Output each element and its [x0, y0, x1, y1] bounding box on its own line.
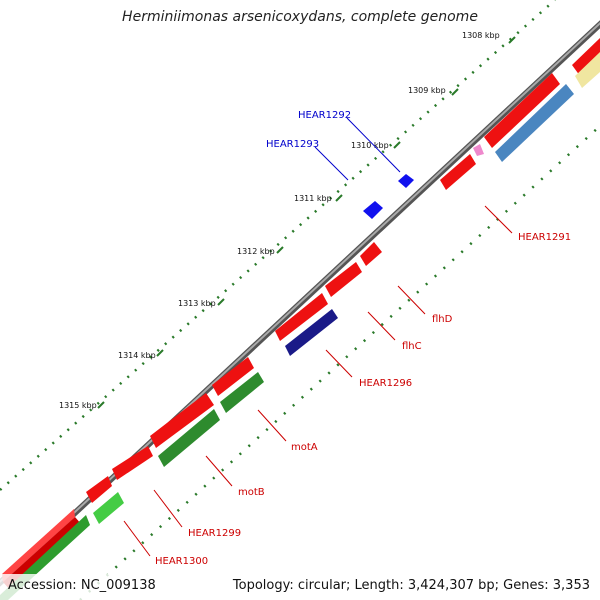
- accession-text: Accession: NC_009138: [8, 578, 156, 593]
- scale-ticks: [97, 36, 516, 409]
- gene-arrow-blue[interactable]: [495, 84, 574, 162]
- inner-track: [2, 38, 600, 590]
- gene-label-hear1296[interactable]: HEAR1296: [359, 378, 412, 389]
- second-track: [0, 52, 600, 600]
- gene-arrow[interactable]: [572, 38, 600, 76]
- topology-text: Topology: circular; Length: 3,424,307 bp…: [232, 578, 590, 593]
- gene-label-hear1299[interactable]: HEAR1299: [188, 528, 241, 539]
- gene-arrow-hear1293[interactable]: [363, 201, 383, 219]
- kbp-scale: 1308 kbp 1309 kbp 1310 kbp 1311 kbp 1312…: [59, 31, 500, 410]
- gene-arrow-flhc[interactable]: [325, 262, 362, 297]
- footer-bar: Accession: NC_009138 Topology: circular;…: [0, 574, 600, 600]
- gene-arrow-hear1296[interactable]: [275, 293, 328, 341]
- kbp-tick-label: 1309 kbp: [408, 86, 446, 95]
- gene-arrow-hear1299[interactable]: [86, 476, 112, 503]
- gene-arrow[interactable]: [484, 73, 560, 148]
- gene-label-hear1291[interactable]: HEAR1291: [518, 232, 571, 243]
- kbp-tick-label: 1311 kbp: [294, 194, 332, 203]
- gene-arrow-motb-green[interactable]: [158, 409, 220, 467]
- gene-arrow[interactable]: [3, 517, 82, 590]
- kbp-tick-label: 1314 kbp: [118, 351, 156, 360]
- label-leader-lines: [123, 117, 513, 557]
- kbp-tick-label: 1310 kbp: [351, 141, 389, 150]
- gene-arrow-motb[interactable]: [112, 446, 153, 480]
- gene-label-hear1292[interactable]: HEAR1292: [298, 110, 351, 121]
- gene-arrow-mota[interactable]: [150, 393, 214, 448]
- gene-arrow-yellow[interactable]: [575, 52, 600, 88]
- gene-arrow-hear1292[interactable]: [398, 174, 414, 188]
- outer-dotted-track: [0, 0, 556, 491]
- kbp-tick-label: 1308 kbp: [462, 31, 500, 40]
- gene-arrow-mota-green[interactable]: [220, 372, 264, 413]
- gene-label-flhd[interactable]: flhD: [432, 314, 453, 325]
- gene-arrow-pink[interactable]: [473, 144, 484, 156]
- kbp-tick-label: 1312 kbp: [237, 247, 275, 256]
- gene-arrow-mota-2[interactable]: [212, 357, 254, 396]
- gene-arrow-shade: [2, 509, 75, 582]
- gene-label-hear1300[interactable]: HEAR1300: [155, 556, 208, 567]
- map-title: Herminiimonas arsenicoxydans, complete g…: [122, 9, 478, 25]
- gene-arrow-flhd[interactable]: [360, 242, 382, 266]
- gene-label-motb[interactable]: motB: [238, 487, 265, 498]
- genome-backbone-highlight: [0, 21, 600, 584]
- gene-labels: HEAR1292 HEAR1293 HEAR1291 flhD flhC HEA…: [155, 110, 571, 567]
- gene-label-flhc[interactable]: flhC: [402, 341, 422, 352]
- gene-arrow-navy[interactable]: [285, 309, 338, 356]
- gene-arrow-hear1291[interactable]: [440, 154, 476, 190]
- gene-label-hear1293[interactable]: HEAR1293: [266, 139, 319, 150]
- kbp-tick-label: 1315 kbp: [59, 401, 97, 410]
- gene-label-mota[interactable]: motA: [291, 442, 318, 453]
- gene-arrow[interactable]: [93, 492, 124, 524]
- kbp-tick-label: 1313 kbp: [178, 299, 216, 308]
